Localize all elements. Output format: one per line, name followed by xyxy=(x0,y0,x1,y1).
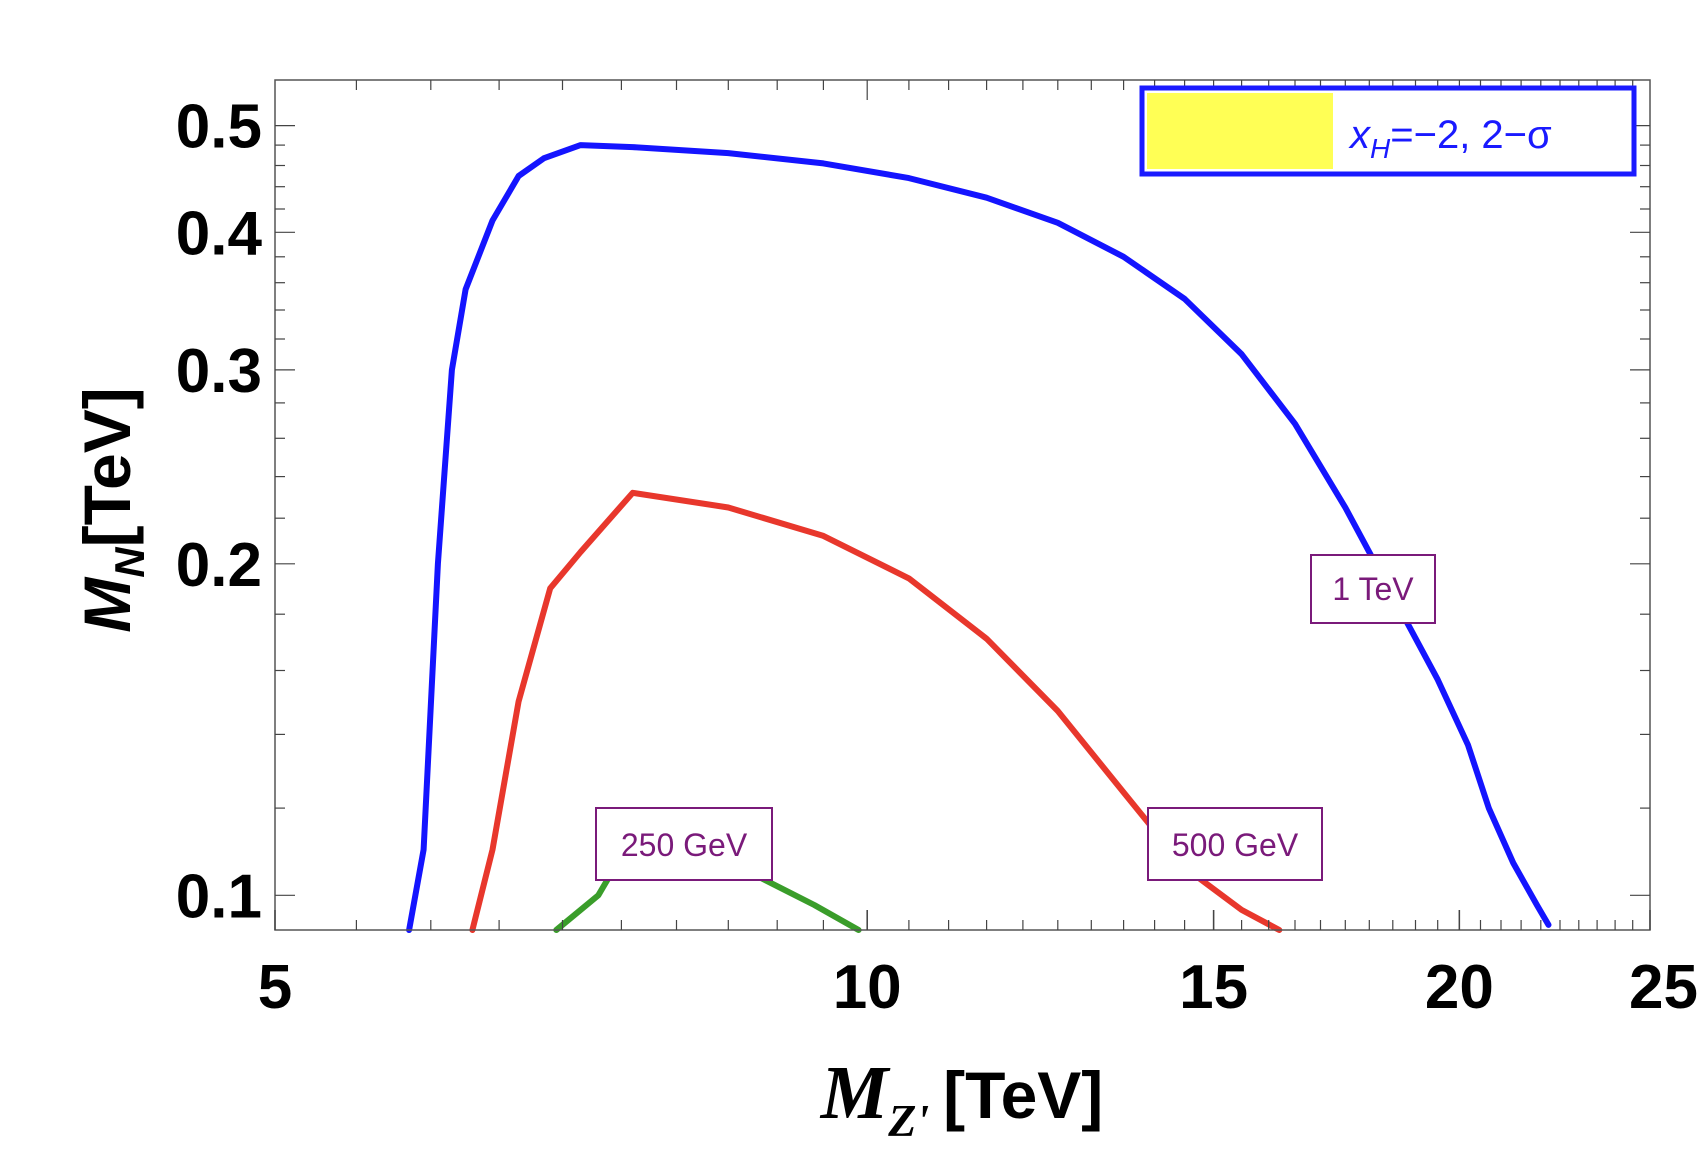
x-tick-label: 20 xyxy=(1425,953,1494,1022)
annotation-box xyxy=(1147,807,1323,881)
y-tick-label: 0.5 xyxy=(176,93,262,162)
tick-labels-layer: 5 10 15 20 25 0.1 0.2 0.3 0.4 0.5 xyxy=(176,93,1698,1022)
y-axis-title: MN[TeV] xyxy=(70,387,153,632)
curves-layer xyxy=(406,142,1552,933)
x-tick-label: 15 xyxy=(1179,953,1248,1022)
annotation-label: 250 GeV xyxy=(621,827,748,863)
y-tick-label: 0.1 xyxy=(176,862,262,931)
annotation-1tev: 1 TeV xyxy=(1310,554,1436,624)
legend-swatch xyxy=(1147,93,1333,169)
x-axis-title: MZ' [TeV] xyxy=(820,1051,1104,1146)
y-tick-label: 0.4 xyxy=(176,199,263,268)
y-tick-label: 0.2 xyxy=(176,531,262,600)
plot-frame xyxy=(274,79,1651,931)
x-tick-label: 25 xyxy=(1629,953,1698,1022)
annotation-250gev: 250 GeV xyxy=(595,807,773,881)
legend: xH=−2, 2−σ xyxy=(1139,85,1637,177)
legend-label: xH=−2, 2−σ xyxy=(1348,113,1552,164)
ticks-layer xyxy=(274,80,1651,930)
y-tick-label: 0.3 xyxy=(176,337,262,406)
annotation-500gev: 500 GeV xyxy=(1147,807,1323,881)
x-tick-label: 10 xyxy=(833,953,902,1022)
annotation-box xyxy=(595,807,773,881)
series-line-1-tev xyxy=(406,142,1552,933)
annotation-label: 500 GeV xyxy=(1172,827,1299,863)
annotation-box xyxy=(1310,554,1436,624)
x-tick-label: 5 xyxy=(258,953,292,1022)
annotation-label: 1 TeV xyxy=(1332,571,1414,607)
